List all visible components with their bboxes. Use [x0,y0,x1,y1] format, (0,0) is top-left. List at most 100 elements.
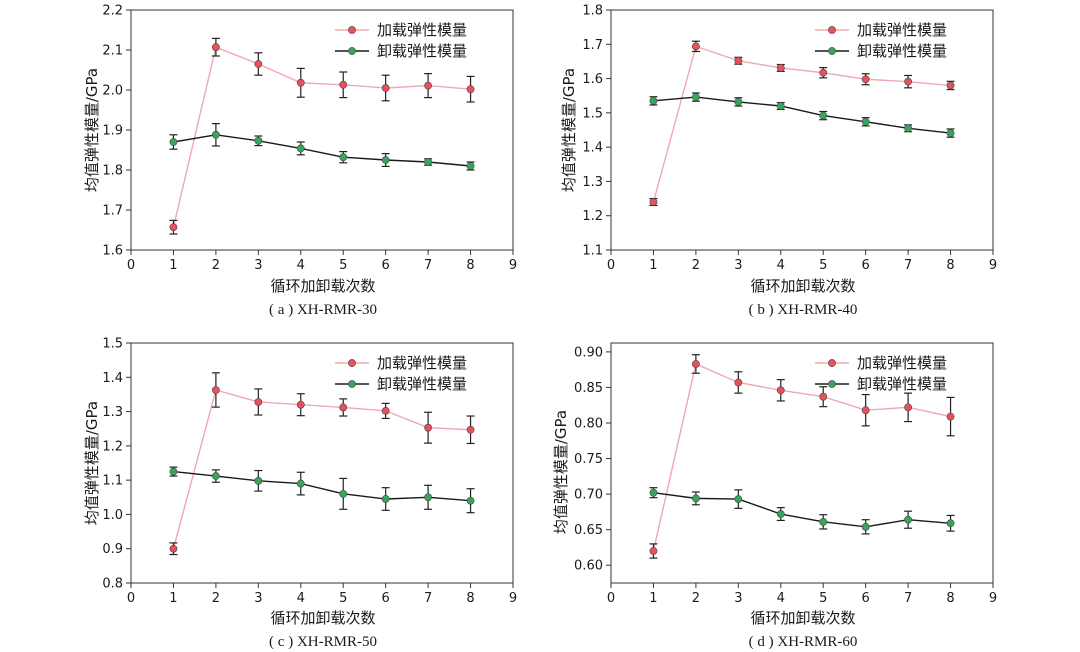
panel-d-xlabel: 循环加卸载次数 [750,609,855,627]
panel-b-unloading-point [691,93,700,101]
panel-a-xtick-label: 5 [339,258,347,273]
panel-c-loading-point [254,398,263,406]
panel-b-ytick-label: 1.4 [582,141,603,156]
panel-d-unloading-point [861,522,870,531]
panel-d-legend-unloading-marker [828,380,836,388]
panel-a-xtick-label: 6 [382,258,390,273]
panel-a-ytick-label: 1.6 [102,244,123,259]
panel-d-xtick-label: 0 [607,591,615,606]
panel-a-unloading-point [296,144,305,153]
panel-b-xtick-label: 3 [734,258,742,273]
panel-d-unloading-point [946,519,955,528]
panel-a-xtick-label: 2 [212,258,220,273]
panel-b-ytick-label: 1.1 [582,244,603,259]
panel-c-unloading-point [381,495,390,503]
panel-d-unloading-point [734,495,743,503]
panel-d-legend-loading-label: 加载弹性模量 [857,354,947,372]
panel-b-loading-point [946,81,955,90]
panel-b-unloading-point [946,129,955,137]
panel-b-xlabel: 循环加卸载次数 [750,277,855,295]
panel-b-legend-unloading-label: 卸载弹性模量 [857,42,947,60]
panel-c-loading-point [169,544,178,553]
panel-d-xtick-label: 1 [649,591,657,606]
panel-a-caption: ( a ) XH-RMR-30 [269,302,377,318]
panel-c-xtick-label: 1 [169,591,177,606]
panel-c-ytick-label: 0.8 [102,577,123,592]
panel-d-xtick-label: 6 [862,591,870,606]
panel-a-unloading-point [254,136,263,145]
panel-b-legend-unloading-marker [828,47,836,55]
panel-c-ylabel: 均值弹性模量/GPa [83,401,101,525]
panel-c-xtick-label: 3 [254,591,262,606]
panel-a-unloading-line [173,134,471,167]
panel-d-ytick-label: 0.90 [574,345,603,360]
panel-c-unloading-point [169,467,178,476]
panel-b-loading-point [861,75,870,84]
panel-c-caption: ( c ) XH-RMR-50 [269,634,377,650]
panel-a-xlabel: 循环加卸载次数 [270,277,375,295]
panel-d-loading-point [691,360,700,368]
panel-a-loading-point [254,60,263,68]
panel-c-xtick-label: 6 [382,591,390,606]
panel-c-xtick-label: 9 [509,591,517,606]
panel-b-ytick-label: 1.3 [582,175,603,190]
panel-b-loading-point [776,64,785,72]
panel-a-ytick-label: 1.7 [102,204,123,219]
panel-a-loading-point [339,80,348,89]
panel-c-xtick-label: 0 [127,591,135,606]
panel-c: 均值弹性模量/GPa 循环加卸载次数 ( c ) XH-RMR-50 0 1 2 3 4… [83,337,517,651]
panel-a-unloading-point [424,158,433,166]
panel-a-ytick-label: 1.8 [102,164,123,179]
panel-b-loading-point [649,198,658,206]
panel-b-unloading-point [776,102,785,110]
panel-d-ytick-label: 0.80 [574,417,603,432]
panel-c-ytick-label: 1.5 [102,337,123,352]
panel-d-xtick-label: 9 [989,591,997,606]
panel-a-unloading-point [211,130,220,139]
panel-b-plot-frame [610,9,994,251]
panel-d-loading-point [734,378,743,387]
panel-a-ylabel: 均值弹性模量/GPa [83,68,101,192]
panel-c-legend-loading-marker [348,359,356,367]
panel-a-unloading-point [169,138,178,146]
panel-b-legend-loading-label: 加载弹性模量 [857,21,947,39]
panel-c-loading-point [424,423,433,432]
panel-b-loading-point [734,56,743,65]
panel-b-xtick-label: 7 [904,258,912,273]
panel-c-xtick-label: 5 [339,591,347,606]
panel-d-loading-point [819,392,828,401]
panel-c-ytick-label: 1.3 [102,405,123,420]
panel-a-ytick-label: 2.2 [102,4,123,19]
panel-d-unloading-line [653,491,951,528]
panel-a-xtick-label: 4 [297,258,305,273]
panel-b-ytick-label: 1.2 [582,209,603,224]
panel-d-loading-point [904,403,913,412]
panel-a-legend-loading-label: 加载弹性模量 [377,21,467,39]
panel-a-xtick-label: 0 [127,258,135,273]
panel-d-xtick-label: 3 [734,591,742,606]
panel-a-loading-point [466,85,475,94]
panel-c-loading-point [211,386,220,394]
panel-c-ytick-label: 1.2 [102,439,123,454]
panel-d-xtick-label: 4 [777,591,785,606]
panel-a-loading-point [211,43,220,52]
panel-d-loading-point [861,406,870,415]
panel-d-unloading-point [819,517,828,526]
panel-b-xtick-label: 0 [607,258,615,273]
panel-d-xtick-label: 8 [946,591,954,606]
panel-c-ytick-label: 0.9 [102,542,123,557]
panel-a-xtick-label: 7 [424,258,432,273]
panel-d-loading-point [649,547,658,555]
panel-b-loading-point [819,68,828,77]
panel-b-loading-point [904,77,913,86]
panel-a-ytick-label: 2.0 [102,84,123,99]
panel-a-loading-line [172,46,471,228]
panel-b-ytick-label: 1.6 [582,72,603,87]
panel-c-xlabel: 循环加卸载次数 [270,609,375,627]
panel-a: 均值弹性模量/GPa 循环加卸载次数 ( a ) XH-RMR-30 0 1 2 3 4… [83,4,517,319]
panel-b-loading-point [691,42,700,51]
panel-b-unloading-point [649,96,658,105]
panel-d-loading-point [946,412,955,421]
panel-b-xtick-label: 6 [862,258,870,273]
panel-b: 均值弹性模量/GPa 循环加卸载次数 ( b ) XH-RMR-40 0 1 2 3 4… [560,4,997,319]
